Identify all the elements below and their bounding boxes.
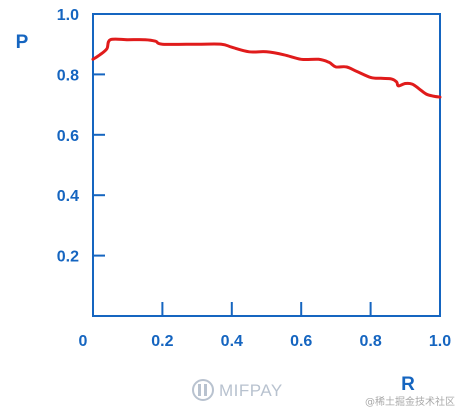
watermark-logo-text: MIFPAY — [219, 381, 283, 400]
y-axis-tick-labels: 0.2 0.4 0.6 0.8 1.0 — [57, 7, 79, 266]
plot-frame — [92, 13, 441, 317]
mifpay-logo-icon — [192, 379, 214, 401]
y-tick-label: 0.4 — [57, 188, 79, 205]
x-axis-ticks — [161, 302, 372, 316]
x-tick-label: 0.2 — [151, 333, 173, 350]
y-axis-ticks — [93, 73, 105, 257]
y-axis-title: P — [16, 32, 29, 53]
x-tick-label: 0.6 — [290, 333, 312, 350]
y-tick-label: 1.0 — [57, 7, 79, 24]
y-tick-label: 0.8 — [57, 67, 79, 84]
x-tick-label: 0 — [79, 333, 88, 350]
y-tick-label: 0.6 — [57, 128, 79, 145]
x-tick-label: 0.8 — [359, 333, 381, 350]
x-axis-tick-labels: 0 0.2 0.4 0.6 0.8 1.0 — [79, 333, 452, 350]
x-axis-title: R — [401, 374, 415, 395]
x-tick-label: 0.4 — [221, 333, 243, 350]
watermark-credit: @稀土掘金技术社区 — [365, 395, 455, 408]
x-tick-label: 1.0 — [429, 333, 451, 350]
y-tick-label: 0.2 — [57, 249, 79, 266]
series-line-precision-recall — [91, 37, 442, 99]
